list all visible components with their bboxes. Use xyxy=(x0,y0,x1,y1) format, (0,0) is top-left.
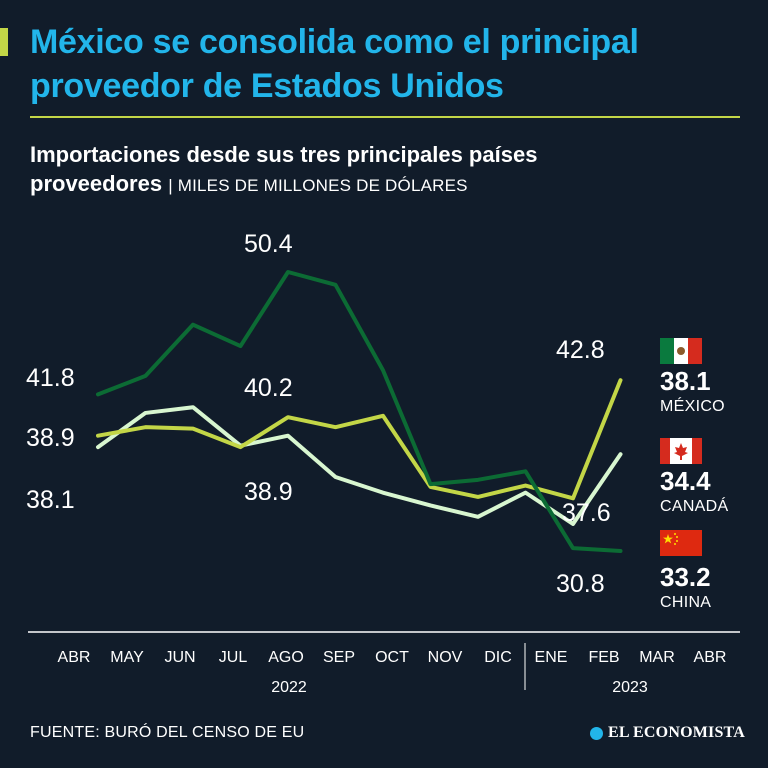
title-line-1: México se consolida como el principal xyxy=(30,23,639,61)
x-tick-label: DIC xyxy=(484,649,512,666)
title-line-2: proveedor de Estados Unidos xyxy=(30,67,504,105)
chart-subtitle: Importaciones desde sus tres principales… xyxy=(30,140,750,200)
brand-logo: EL ECONOMISTA xyxy=(590,724,745,742)
legend-name-mexico: MÉXICO xyxy=(660,398,725,415)
year-label: 2022 xyxy=(271,679,307,696)
x-tick-label: OCT xyxy=(375,649,409,666)
title-divider xyxy=(30,116,740,118)
x-tick-label: ENE xyxy=(535,649,568,666)
x-tick-label: MAR xyxy=(639,649,675,666)
data-label-china: 38.9 xyxy=(244,478,293,506)
legend-name-china: CHINA xyxy=(660,594,712,611)
x-tick-label: AGO xyxy=(268,649,304,666)
data-label-canada: 40.2 xyxy=(244,374,293,402)
x-tick-label: JUN xyxy=(164,649,195,666)
subtitle-unit: | MILES DE MILLONES DE DÓLARES xyxy=(168,176,468,195)
mexico-flag xyxy=(660,338,702,364)
series-line-canada xyxy=(96,378,623,501)
legend-name-canada: CANADÁ xyxy=(660,498,729,515)
page-title: México se consolida como el principal pr… xyxy=(30,20,750,108)
data-label-mexico: 41.8 xyxy=(26,364,75,392)
x-tick-label: NOV xyxy=(428,649,463,666)
brand-name: EL ECONOMISTA xyxy=(608,724,745,741)
canada-flag xyxy=(660,438,702,464)
series-line-china xyxy=(96,405,623,526)
legend-value-china: 33.2 xyxy=(660,562,711,592)
brand-globe-icon xyxy=(590,726,603,740)
data-label-canada: 38.9 xyxy=(26,424,75,452)
legend-value-canada: 34.4 xyxy=(660,466,711,496)
data-label-canada: 42.8 xyxy=(556,336,605,364)
series-line-mexico xyxy=(96,270,623,553)
subtitle-line-2: proveedores | MILES DE MILLONES DE DÓLAR… xyxy=(30,169,750,200)
x-tick-label: MAY xyxy=(110,649,144,666)
x-tick-label: ABR xyxy=(58,649,91,666)
x-tick-label: ABR xyxy=(694,649,727,666)
subtitle-bold-word: proveedores xyxy=(30,171,163,196)
year-label: 2023 xyxy=(612,679,648,696)
source-note: FUENTE: BURÓ DEL CENSO DE EU xyxy=(30,724,305,741)
data-label-mexico: 30.8 xyxy=(556,570,605,598)
x-tick-label: FEB xyxy=(588,649,619,666)
china-flag xyxy=(660,530,702,556)
x-tick-label: SEP xyxy=(323,649,355,666)
subtitle-line-1: Importaciones desde sus tres principales… xyxy=(30,142,538,167)
data-label-china: 38.1 xyxy=(26,486,75,514)
data-label-mexico: 50.4 xyxy=(244,230,293,258)
title-accent-bar xyxy=(0,28,8,56)
legend-value-mexico: 38.1 xyxy=(660,366,711,396)
data-label-china: 37.6 xyxy=(562,499,611,527)
x-tick-label: JUL xyxy=(219,649,248,666)
